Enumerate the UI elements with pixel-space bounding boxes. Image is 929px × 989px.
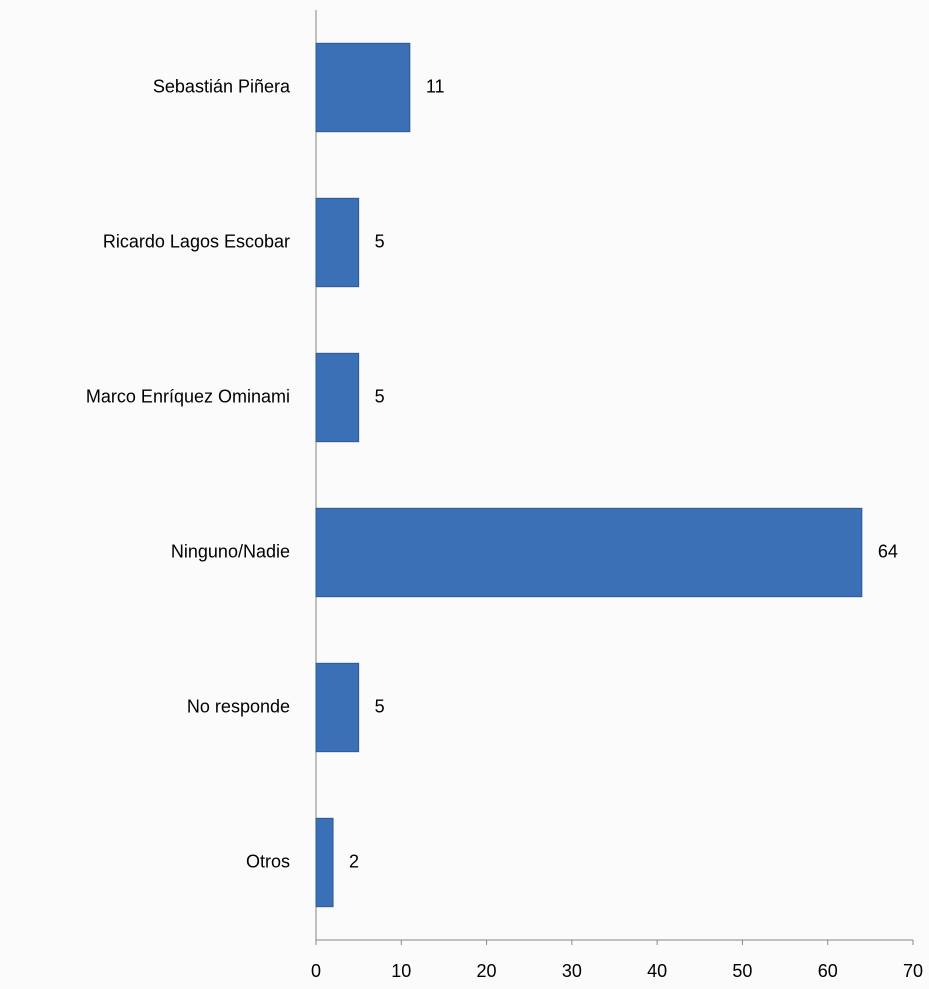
bar — [316, 198, 359, 286]
x-tick-label: 40 — [647, 961, 667, 981]
y-tick-label: Marco Enríquez Ominami — [86, 386, 290, 406]
y-tick-label: Ricardo Lagos Escobar — [103, 231, 290, 251]
x-tick-label: 50 — [732, 961, 752, 981]
y-tick-label: Sebastián Piñera — [153, 76, 291, 96]
y-tick-label: Otros — [246, 851, 290, 871]
x-tick-label: 70 — [903, 961, 923, 981]
x-tick-label: 60 — [818, 961, 838, 981]
value-label: 64 — [878, 541, 898, 561]
x-tick-label: 30 — [562, 961, 582, 981]
x-tick-label: 10 — [391, 961, 411, 981]
bar — [316, 508, 862, 596]
bar — [316, 43, 410, 131]
x-tick-label: 0 — [311, 961, 321, 981]
bar — [316, 353, 359, 441]
value-label: 5 — [375, 231, 385, 251]
x-tick-label: 20 — [477, 961, 497, 981]
value-label: 2 — [349, 851, 359, 871]
chart: 0 10 20 30 40 50 60 70 Sebastián Piñera 11 Ricardo… — [0, 0, 929, 989]
background — [0, 0, 929, 989]
y-tick-label: Ninguno/Nadie — [171, 541, 290, 561]
bar — [316, 663, 359, 751]
bar — [316, 818, 333, 906]
y-tick-label: No responde — [187, 696, 290, 716]
value-label: 5 — [375, 696, 385, 716]
value-label: 5 — [375, 386, 385, 406]
value-label: 11 — [426, 76, 445, 96]
